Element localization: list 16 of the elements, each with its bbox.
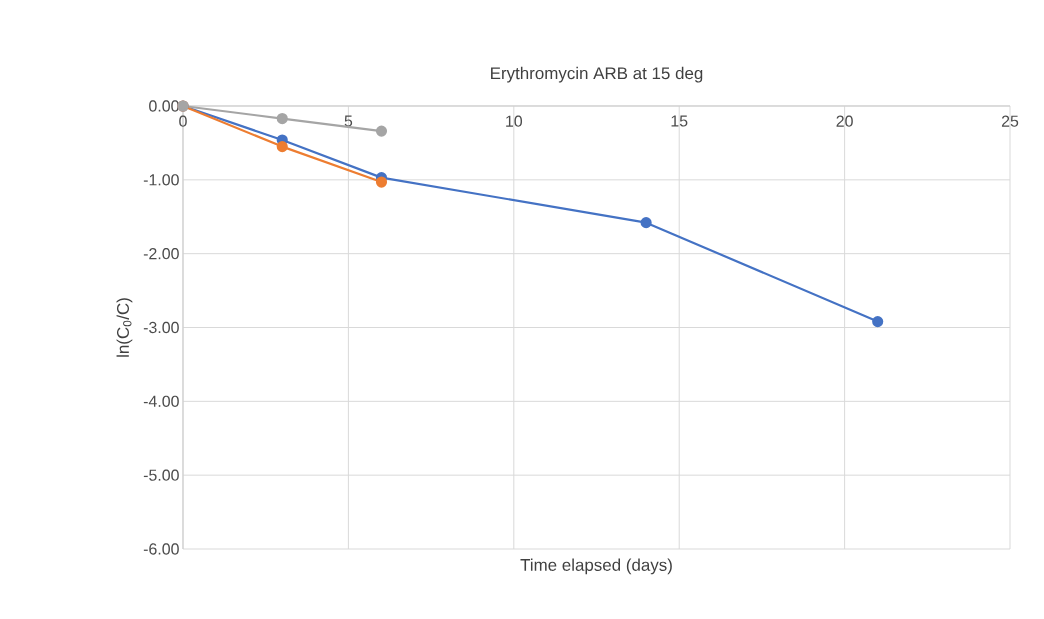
- y-axis-title: ln(C$_{0}$/C): [116, 298, 133, 357]
- y-tick-label: -3.00: [143, 321, 179, 334]
- y-tick-label: 0.00: [149, 100, 179, 112]
- x-tick-label: 10: [506, 115, 523, 127]
- x-tick-label: 0: [179, 115, 187, 127]
- x-tick-label: 5: [344, 115, 353, 127]
- x-tick-label: 15: [671, 115, 688, 127]
- y-tick-label: -2.00: [143, 248, 179, 260]
- y-tick-label: -6.00: [143, 543, 179, 555]
- x-tick-label: 25: [1001, 115, 1019, 127]
- chart-title: Erythromycin ARB at 15 deg: [491, 66, 703, 83]
- x-axis-title: Time elapsed (days): [520, 558, 672, 575]
- y-tick-label: -5.00: [143, 469, 179, 481]
- x-tick-label: 20: [836, 115, 853, 127]
- y-tick-label: -1.00: [143, 174, 179, 186]
- y-tick-label: -4.00: [143, 395, 179, 407]
